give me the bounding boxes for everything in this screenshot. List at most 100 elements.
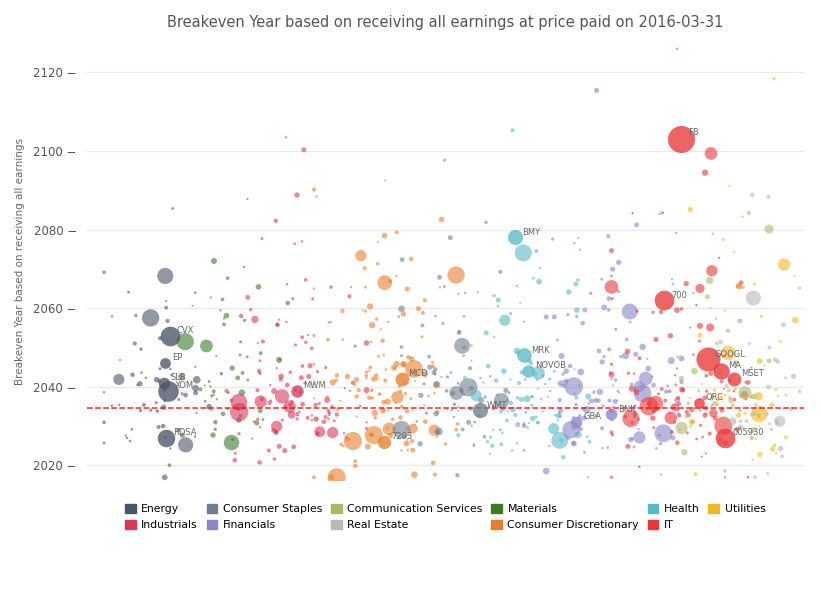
Point (714, 337, 727, 347)
Point (640, 354, 654, 364)
Point (317, 417, 330, 427)
Point (220, 311, 233, 320)
Point (605, 271, 618, 281)
Point (390, 227, 403, 237)
Point (765, 400, 778, 410)
Point (255, 234, 268, 244)
Point (144, 406, 158, 415)
Point (567, 238, 580, 248)
Point (492, 301, 505, 311)
Point (440, 386, 453, 395)
Point (612, 386, 625, 396)
Point (384, 431, 397, 440)
Point (499, 388, 512, 398)
Text: MWM: MWM (304, 381, 326, 390)
Point (718, 351, 731, 361)
Point (326, 402, 339, 412)
Point (457, 311, 470, 321)
Point (704, 149, 718, 158)
Point (365, 386, 378, 395)
Point (436, 319, 449, 328)
Point (704, 323, 717, 332)
Point (734, 416, 747, 426)
Point (736, 212, 749, 221)
Point (652, 389, 665, 399)
Point (499, 403, 512, 412)
Point (692, 386, 705, 395)
Point (525, 401, 539, 410)
Point (395, 425, 408, 434)
Point (626, 418, 639, 427)
Point (251, 415, 264, 424)
Point (534, 263, 547, 273)
Point (516, 248, 530, 257)
Point (112, 400, 126, 410)
Point (770, 416, 783, 426)
Point (704, 394, 718, 404)
Point (157, 378, 170, 388)
Point (506, 125, 519, 135)
Point (209, 424, 222, 434)
Point (389, 398, 402, 407)
Point (319, 412, 332, 422)
Point (465, 383, 478, 393)
Point (276, 392, 289, 401)
Point (422, 391, 435, 401)
Point (553, 411, 566, 421)
Point (493, 267, 507, 277)
Point (251, 385, 264, 395)
Point (365, 337, 378, 347)
Point (584, 289, 597, 298)
Point (670, 305, 683, 315)
Point (323, 318, 336, 328)
Point (671, 352, 684, 362)
Point (675, 386, 688, 395)
Point (495, 440, 508, 449)
Point (365, 393, 378, 403)
Point (779, 433, 792, 442)
Point (126, 370, 139, 380)
Point (511, 281, 524, 291)
Point (307, 394, 320, 403)
Point (753, 413, 766, 422)
Point (592, 396, 605, 406)
Point (406, 367, 420, 377)
Point (158, 271, 172, 281)
Point (172, 395, 186, 404)
Point (548, 410, 562, 420)
Point (291, 409, 304, 418)
Point (484, 371, 497, 381)
Point (771, 419, 784, 428)
Point (539, 379, 552, 389)
Point (353, 401, 366, 411)
Point (488, 332, 501, 342)
Point (351, 412, 364, 421)
Point (456, 425, 469, 434)
Point (742, 208, 755, 218)
Point (671, 395, 684, 405)
Point (418, 400, 431, 410)
Point (562, 310, 575, 319)
Point (209, 418, 222, 427)
Point (563, 361, 576, 371)
Point (684, 421, 697, 431)
Point (159, 303, 172, 313)
Point (559, 378, 572, 388)
Point (479, 392, 492, 402)
Point (305, 410, 319, 420)
Point (768, 355, 782, 364)
Point (573, 410, 586, 419)
Point (131, 380, 144, 389)
Point (137, 400, 150, 410)
Point (307, 185, 320, 194)
Point (681, 398, 695, 408)
Point (672, 405, 685, 415)
Point (204, 293, 218, 302)
Point (747, 425, 760, 435)
Point (220, 386, 233, 396)
Point (530, 246, 543, 256)
Point (144, 313, 157, 323)
Point (530, 412, 543, 422)
Point (164, 443, 177, 453)
Point (793, 386, 806, 396)
